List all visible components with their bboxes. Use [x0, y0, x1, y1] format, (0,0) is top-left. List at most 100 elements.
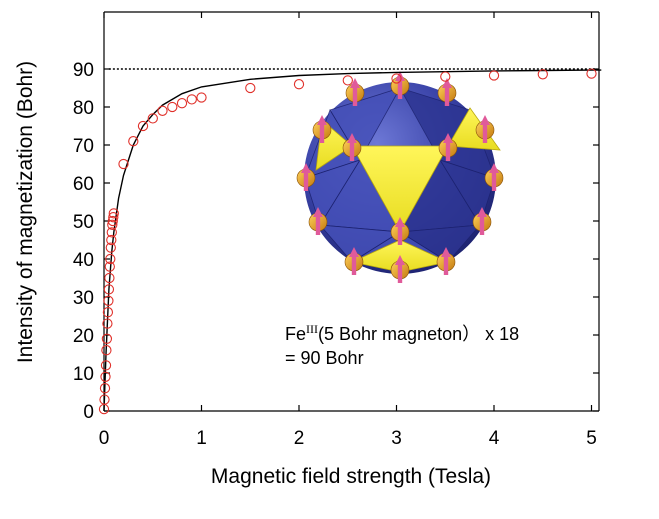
spin-arrow-shaft: [482, 123, 488, 143]
data-point-11: [104, 272, 115, 284]
y-tick-label-4: 40: [73, 250, 94, 271]
spin-arrow-shaft: [444, 86, 450, 106]
spin-arrow-shaft: [491, 171, 497, 191]
data-point-31: [293, 79, 305, 90]
iron-atom-6: [438, 133, 458, 161]
data-point-26: [167, 101, 178, 113]
annotation-line-1-rest: (5 Bohr magneton） x 18: [318, 324, 519, 344]
y-tick-label-7: 70: [73, 136, 94, 157]
data-point-20: [108, 208, 119, 219]
spin-arrow-shaft: [351, 255, 357, 275]
y-tick-label-6: 60: [73, 174, 94, 195]
data-point-22: [128, 136, 139, 147]
data-point-7: [102, 318, 113, 329]
data-point-24: [147, 113, 158, 124]
spin-arrow-head: [441, 247, 451, 257]
x-tick-label-1: 1: [196, 428, 207, 449]
iron-atom-7: [296, 163, 316, 191]
y-tick-label-1: 10: [73, 364, 94, 385]
fit-curve: [103, 69, 602, 412]
spin-arrow-shaft: [319, 123, 325, 143]
data-point-35: [488, 70, 500, 81]
spin-arrow-shaft: [397, 263, 403, 283]
data-point-21: [118, 158, 129, 170]
y-tick-label-5: 50: [73, 212, 94, 233]
spin-arrow-shaft: [397, 225, 403, 245]
data-point-29: [196, 92, 207, 103]
data-point-30: [245, 82, 256, 94]
iron-atom-11: [390, 217, 410, 245]
annotation-line-1: FeIII(5 Bohr magneton） x 18: [285, 322, 519, 344]
data-point-1: [99, 394, 110, 405]
data-point-37: [586, 68, 597, 79]
iron-atom-0: [390, 71, 410, 99]
data-point-4: [100, 360, 112, 371]
y-axis-title: Intensity of magnetization (Bohr): [14, 61, 37, 363]
iron-atom-4: [475, 115, 495, 143]
spin-arrow-head: [442, 78, 452, 88]
cluster-yellow-face-0: [351, 145, 449, 233]
data-point-8: [102, 307, 114, 318]
spin-arrow-head: [317, 115, 327, 125]
iron-atom-14: [390, 255, 410, 283]
data-point-32: [342, 75, 353, 86]
iron-atom-12: [344, 247, 364, 275]
x-tick-label-4: 4: [489, 428, 500, 449]
spin-arrow-head: [477, 207, 487, 217]
spin-arrow-shaft: [397, 79, 403, 99]
iron-atom-13: [436, 247, 456, 275]
data-point-25: [157, 105, 168, 116]
data-point-14: [105, 242, 116, 253]
annotation-superscript: III: [306, 322, 318, 336]
data-point-9: [103, 295, 114, 306]
iron-atom-8: [484, 163, 504, 191]
spin-arrow-head: [395, 217, 405, 227]
data-point-28: [186, 94, 197, 105]
data-point-6: [101, 333, 113, 344]
spin-arrow-head: [349, 247, 359, 257]
annotation-line-2: = 90 Bohr: [285, 348, 364, 368]
y-tick-label-3: 30: [73, 288, 94, 309]
molecule-illustration: [296, 71, 504, 283]
spin-arrow-shaft: [443, 255, 449, 275]
data-point-23: [137, 120, 149, 132]
spin-arrow-shaft: [352, 86, 358, 106]
spin-arrow-head: [443, 133, 453, 143]
spin-arrow-shaft: [479, 215, 485, 235]
data-point-15: [106, 234, 117, 246]
data-point-17: [107, 219, 118, 230]
data-point-27: [176, 98, 188, 109]
data-point-34: [440, 71, 451, 82]
y-tick-label-2: 20: [73, 326, 94, 347]
x-tick-label-3: 3: [391, 428, 402, 449]
data-point-13: [105, 253, 116, 265]
x-tick-label-2: 2: [294, 428, 305, 449]
iron-atom-5: [342, 133, 362, 161]
data-point-36: [537, 69, 548, 80]
iron-atom-10: [472, 207, 492, 235]
spin-arrow-head: [350, 78, 360, 88]
spin-arrow-head: [489, 163, 499, 173]
x-tick-label-0: 0: [99, 428, 110, 449]
spin-arrow-shaft: [315, 215, 321, 235]
data-point-12: [104, 261, 115, 272]
data-point-33: [391, 73, 402, 84]
spin-arrow-head: [480, 115, 490, 125]
iron-atom-3: [312, 115, 332, 143]
iron-atom-1: [345, 78, 365, 106]
y-tick-label-8: 80: [73, 98, 94, 119]
x-tick-label-5: 5: [586, 428, 597, 449]
iron-atom-2: [437, 78, 457, 106]
data-point-19: [108, 212, 119, 223]
y-tick-label-9: 90: [73, 60, 94, 81]
spin-arrow-head: [301, 163, 311, 173]
iron-atom-9: [308, 207, 328, 235]
spin-arrow-shaft: [349, 141, 355, 161]
plot-frame: [103, 11, 600, 412]
data-point-10: [103, 284, 115, 295]
spin-arrow-shaft: [445, 141, 451, 161]
data-point-3: [100, 371, 111, 382]
data-points: [98, 68, 597, 415]
